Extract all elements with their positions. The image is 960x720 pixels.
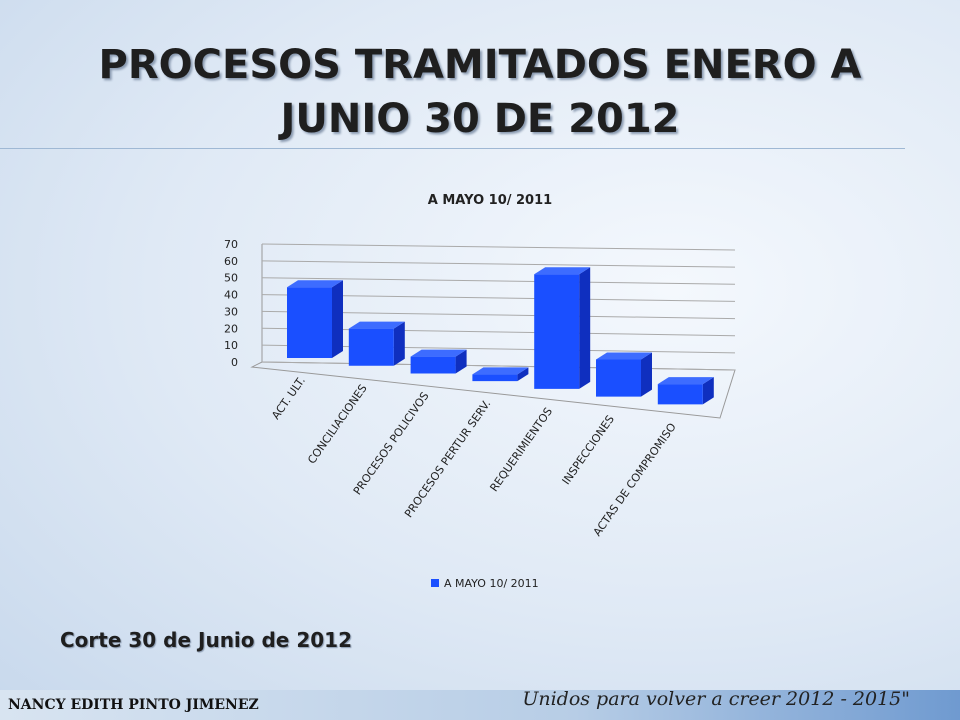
legend-swatch	[431, 579, 439, 587]
bar-front	[534, 274, 580, 389]
grid-line	[261, 361, 736, 371]
bar	[596, 352, 652, 397]
y-tick-label: 60	[224, 255, 238, 268]
bar-side	[641, 352, 652, 397]
bar-side	[455, 349, 467, 374]
y-tick-label: 20	[224, 322, 238, 335]
bar-side	[579, 267, 591, 389]
x-tick-label: CONCILIACIONES	[305, 382, 370, 466]
y-tick-label: 10	[224, 339, 238, 352]
grid-line	[261, 277, 736, 285]
x-tick-label: REQUERIMIENTOS	[487, 405, 555, 494]
bar-top	[596, 352, 652, 360]
bar	[657, 377, 714, 405]
y-tick-label: 70	[224, 238, 238, 251]
author: NANCY EDITH PINTO JIMENEZ	[8, 697, 259, 713]
y-tick-label: 0	[231, 356, 238, 369]
bar	[348, 321, 405, 366]
bar-front	[410, 356, 456, 374]
chart: A MAYO 10/ 2011 0 10 20 30 40 50 60 70 ACT. ULT.…	[224, 193, 736, 590]
x-tick-label: PROCESOS POLICIVOS	[351, 390, 432, 498]
footer-bar	[0, 690, 960, 720]
bar-top	[534, 267, 591, 275]
bar-front	[472, 374, 518, 382]
bar-front	[596, 359, 641, 397]
x-tick-label: INSPECCIONES	[560, 413, 617, 487]
bar-top	[287, 280, 343, 288]
grid-line	[261, 243, 736, 251]
bar-front	[348, 328, 394, 366]
slide-title: PROCESOS TRAMITADOS ENERO A JUNIO 30 DE …	[98, 42, 862, 142]
legend-label: A MAYO 10/ 2011	[444, 577, 539, 590]
note: Corte 30 de Junio de 2012	[60, 628, 352, 652]
grid-line	[261, 260, 736, 268]
y-tick-label: 40	[224, 289, 238, 302]
bar-top	[472, 367, 529, 375]
chart-title: A MAYO 10/ 2011	[428, 193, 552, 208]
bar-side	[332, 280, 343, 358]
bar-top	[348, 321, 405, 329]
bar-side	[702, 377, 714, 405]
bar	[410, 349, 467, 374]
bar	[287, 280, 343, 358]
bar	[472, 367, 529, 382]
y-tick-label: 50	[224, 272, 238, 285]
bar-front	[657, 384, 703, 405]
bar-side	[517, 367, 529, 382]
bar-top	[657, 377, 714, 385]
title-rule	[0, 148, 905, 149]
y-tick-label: 30	[224, 305, 238, 318]
bar-top	[410, 349, 467, 357]
bar-front	[287, 287, 332, 358]
bar	[534, 267, 591, 389]
x-tick-label: ACT. ULT.	[269, 374, 308, 422]
motto: Unidos para volver a creer 2012 - 2015"	[522, 688, 910, 710]
bar-side	[393, 321, 405, 366]
